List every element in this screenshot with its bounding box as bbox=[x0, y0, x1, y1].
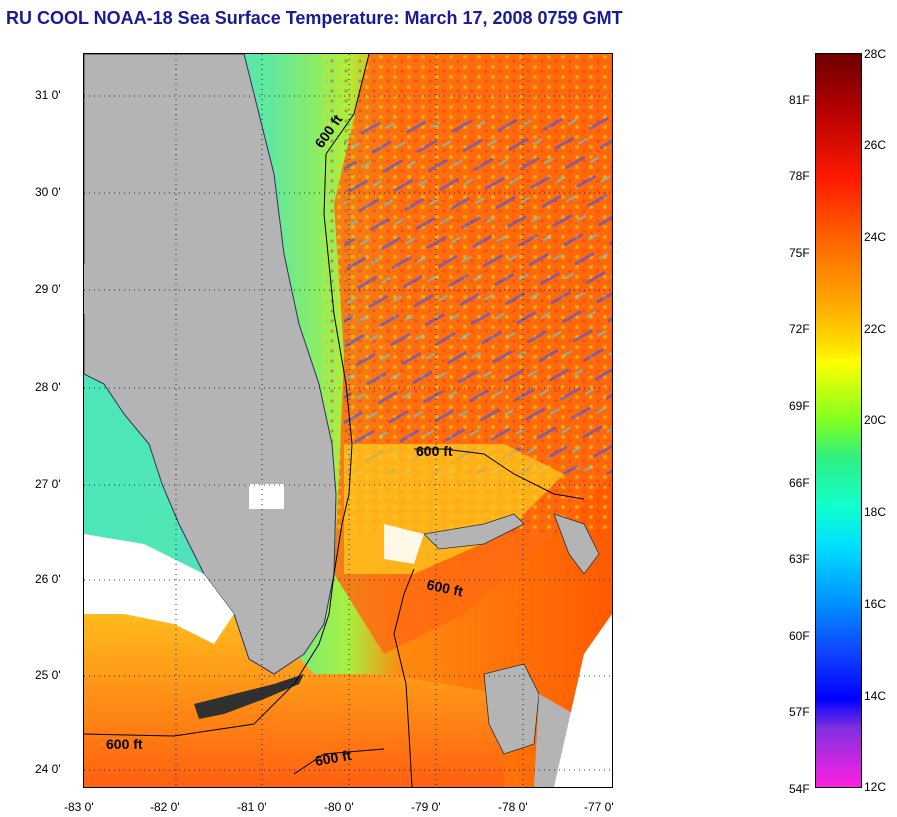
lat-label-27: 27 0' bbox=[35, 477, 61, 491]
cb-c-26: 26C bbox=[864, 138, 887, 152]
cb-f-57: 57F bbox=[789, 705, 810, 719]
lat-label-29: 29 0' bbox=[35, 282, 61, 296]
cb-f-78: 78F bbox=[789, 169, 810, 183]
cb-c-20: 20C bbox=[864, 413, 887, 427]
sst-map-svg: 600 ft 600 ft 600 ft 600 ft 600 ft bbox=[84, 54, 612, 787]
cb-f-54: 54F bbox=[789, 782, 810, 796]
cb-c-28: 28C bbox=[864, 47, 887, 61]
lon-label-82: -82 0' bbox=[150, 800, 180, 814]
map-title: RU COOL NOAA-18 Sea Surface Temperature:… bbox=[6, 8, 623, 28]
lat-label-25: 25 0' bbox=[35, 668, 61, 682]
cb-f-72: 72F bbox=[789, 322, 810, 336]
cool-streaks bbox=[344, 114, 612, 474]
contour-line-south bbox=[393, 568, 415, 787]
lat-label-26: 26 0' bbox=[35, 572, 61, 586]
lat-label-24: 24 0' bbox=[35, 762, 61, 776]
cb-c-12: 12C bbox=[864, 780, 887, 794]
colorbar bbox=[815, 53, 862, 788]
florida-keys bbox=[194, 674, 304, 719]
cloud-central bbox=[384, 524, 424, 564]
cb-c-18: 18C bbox=[864, 505, 887, 519]
contour-label-south: 600 ft bbox=[314, 747, 353, 769]
florida-land bbox=[84, 54, 337, 675]
lat-label-31: 31 0' bbox=[35, 88, 61, 102]
andros-island bbox=[483, 663, 540, 755]
panhandle-land bbox=[84, 264, 114, 314]
contour-line-east bbox=[84, 54, 370, 737]
cb-f-81: 81F bbox=[789, 93, 810, 107]
cloud-west bbox=[84, 534, 234, 644]
contour-label-bahamas: 600 ft bbox=[425, 576, 464, 599]
lat-label-30: 30 0' bbox=[35, 185, 61, 199]
cb-c-14: 14C bbox=[864, 689, 887, 703]
contour-line-southwest bbox=[293, 748, 385, 775]
lon-label-83: -83 0' bbox=[64, 800, 94, 814]
colorbar-svg bbox=[816, 54, 861, 787]
grand-bahama-island bbox=[423, 513, 525, 550]
contour-label-keys: 600 ft bbox=[106, 736, 143, 752]
cb-f-66: 66F bbox=[789, 476, 810, 490]
lon-label-78: -78 0' bbox=[498, 800, 528, 814]
cloud-east bbox=[554, 614, 612, 787]
lon-label-79: -79 0' bbox=[411, 800, 441, 814]
cb-f-75: 75F bbox=[789, 246, 810, 260]
cb-c-16: 16C bbox=[864, 597, 887, 611]
cb-c-24: 24C bbox=[864, 230, 887, 244]
cb-f-63: 63F bbox=[789, 552, 810, 566]
cb-f-60: 60F bbox=[789, 629, 810, 643]
lon-label-80: -80 0' bbox=[324, 800, 354, 814]
cloud-inland bbox=[249, 484, 284, 509]
lon-label-81: -81 0' bbox=[237, 800, 267, 814]
contour-line-bahamas bbox=[414, 448, 585, 500]
contour-label-mid: 600 ft bbox=[416, 443, 453, 459]
map-gridlines bbox=[84, 54, 612, 787]
cb-c-22: 22C bbox=[864, 322, 887, 336]
colorbar-gradient bbox=[816, 54, 861, 787]
cb-f-69: 69F bbox=[789, 399, 810, 413]
lat-label-28: 28 0' bbox=[35, 380, 61, 394]
sst-map: 600 ft 600 ft 600 ft 600 ft 600 ft bbox=[83, 53, 613, 788]
lon-label-77: -77 0' bbox=[584, 800, 614, 814]
abaco-island bbox=[553, 513, 600, 575]
